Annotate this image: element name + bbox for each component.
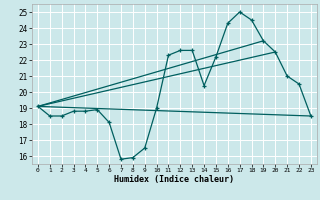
- X-axis label: Humidex (Indice chaleur): Humidex (Indice chaleur): [115, 175, 234, 184]
